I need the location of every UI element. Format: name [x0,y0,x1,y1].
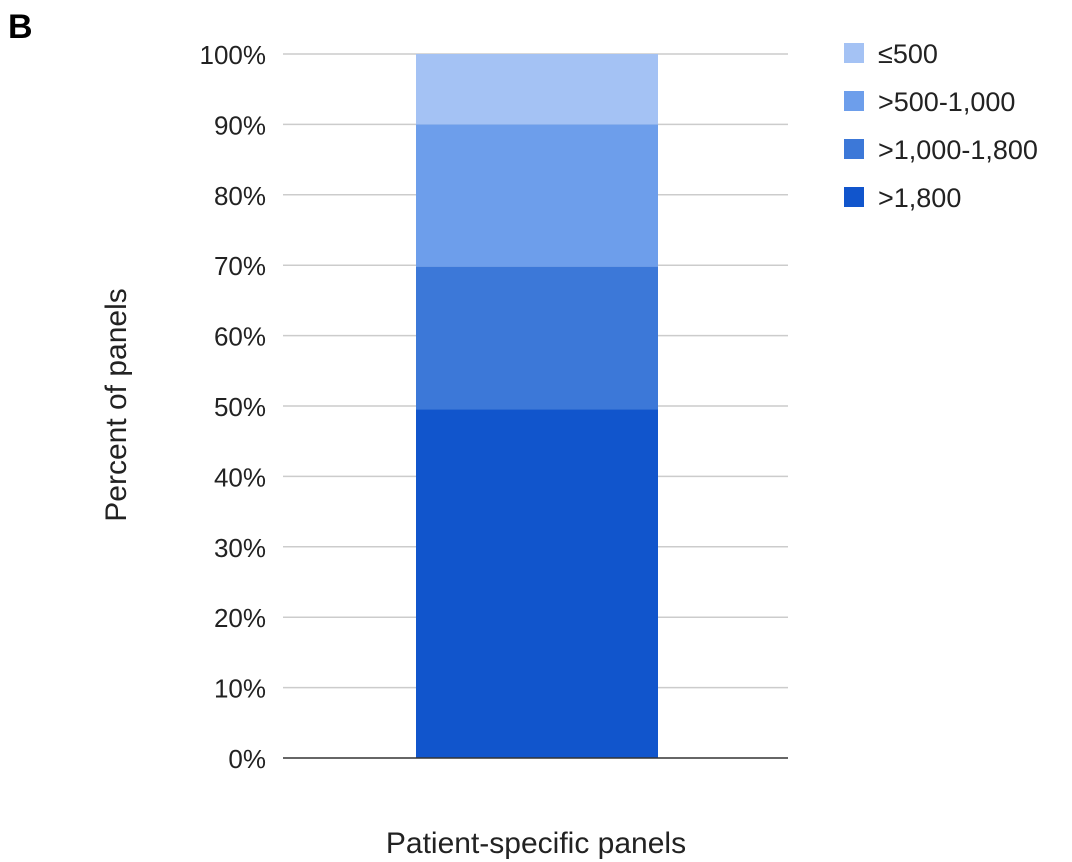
legend-label: >1,000-1,800 [878,135,1038,165]
legend-swatch [844,91,864,111]
legend-swatch [844,43,864,63]
bar-segment [416,124,658,267]
panel-label: B [8,8,33,46]
bar-segment [416,266,658,410]
y-tick-label: 60% [214,322,266,352]
y-tick-label: 10% [214,674,266,704]
y-tick-label: 50% [214,392,266,422]
y-tick-label: 80% [214,181,266,211]
legend-swatch [844,139,864,159]
y-tick-label: 70% [214,251,266,281]
y-tick-label: 90% [214,110,266,140]
legend-label: >500-1,000 [878,87,1015,117]
legend-swatch [844,187,864,207]
y-tick-label: 100% [200,40,267,70]
bars [416,54,658,758]
y-tick-label: 30% [214,533,266,563]
bar-segment [416,409,658,758]
x-axis-label: Patient-specific panels [386,827,686,860]
bar-segment [416,54,658,125]
y-tick-label: 0% [228,744,266,774]
legend-label: >1,800 [878,183,961,213]
y-tick-labels: 0% 10% 20% 30% 40% 50% 60% 70% 80% 90% 100% [200,40,267,774]
y-axis-label: Percent of panels [100,288,133,521]
y-tick-label: 40% [214,462,266,492]
y-tick-label: 20% [214,603,266,633]
legend-label: ≤500 [878,39,938,69]
legend: ≤500 >500-1,000 >1,000-1,800 >1,800 [844,39,1038,213]
